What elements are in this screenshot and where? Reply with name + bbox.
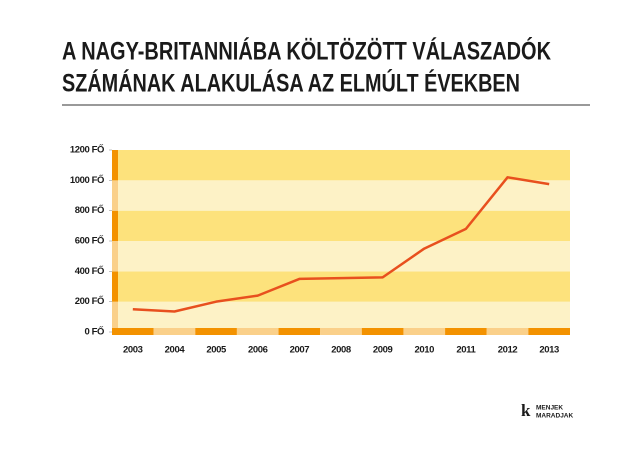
- plot-band: [112, 301, 570, 332]
- logo: k MENJEK MARADJAK: [521, 401, 574, 420]
- x-tick-label: 2005: [206, 345, 227, 356]
- y-tick-label: 800 FŐ: [75, 204, 104, 216]
- x-tick-label: 2010: [414, 345, 434, 356]
- x-axis-segment: [486, 328, 529, 335]
- x-axis-segment: [236, 328, 279, 335]
- x-axis-segment: [153, 328, 196, 335]
- logo-text: MENJEK: [536, 405, 563, 412]
- x-axis-segment: [195, 328, 237, 335]
- x-tick-label: 2003: [123, 345, 143, 356]
- y-tick-label: 200 FŐ: [75, 295, 104, 307]
- x-axis-segment: [112, 328, 154, 335]
- x-tick-label: 2006: [248, 345, 268, 356]
- y-tick-label: 600 FŐ: [75, 235, 104, 247]
- x-axis-segment: [528, 328, 570, 335]
- y-tick-label: 1000 FŐ: [70, 174, 104, 186]
- x-tick-label: 2013: [539, 345, 559, 356]
- data-line: [132, 176, 550, 313]
- x-tick-label: 2012: [498, 345, 518, 356]
- y-axis-segment: [112, 180, 118, 211]
- x-tick-label: 2007: [290, 345, 310, 356]
- x-axis-segment: [320, 328, 362, 335]
- x-axis-segment: [361, 328, 404, 335]
- chart-title: A NAGY-BRITANNIÁBA KÖLTÖZÖTT VÁLASZADÓK: [62, 36, 551, 66]
- chart-title: SZÁMÁNAK ALAKULÁSA AZ ELMÚLT ÉVEKBEN: [62, 68, 520, 98]
- x-axis-segment: [403, 328, 446, 335]
- x-axis-segment: [278, 328, 321, 335]
- plot-band: [112, 271, 570, 302]
- logo-text: MARADJAK: [536, 413, 574, 420]
- x-tick-label: 2011: [456, 345, 476, 356]
- y-tick-label: 0 FŐ: [84, 326, 104, 338]
- x-tick-label: 2004: [165, 345, 186, 356]
- y-axis-segment: [112, 241, 118, 272]
- y-axis-segment: [112, 271, 118, 302]
- y-tick-label: 400 FŐ: [75, 265, 104, 277]
- plot-band: [112, 241, 570, 272]
- y-axis-segment: [112, 150, 118, 181]
- x-axis-segment: [445, 328, 487, 335]
- plot-band: [112, 150, 570, 181]
- y-axis-segment: [112, 210, 118, 241]
- logo-mark: k: [521, 401, 531, 420]
- plot-band: [112, 210, 570, 241]
- y-tick-label: 1200 FŐ: [70, 144, 104, 156]
- x-tick-label: 2009: [373, 345, 393, 356]
- x-tick-label: 2008: [331, 345, 351, 356]
- y-axis-segment: [112, 301, 118, 332]
